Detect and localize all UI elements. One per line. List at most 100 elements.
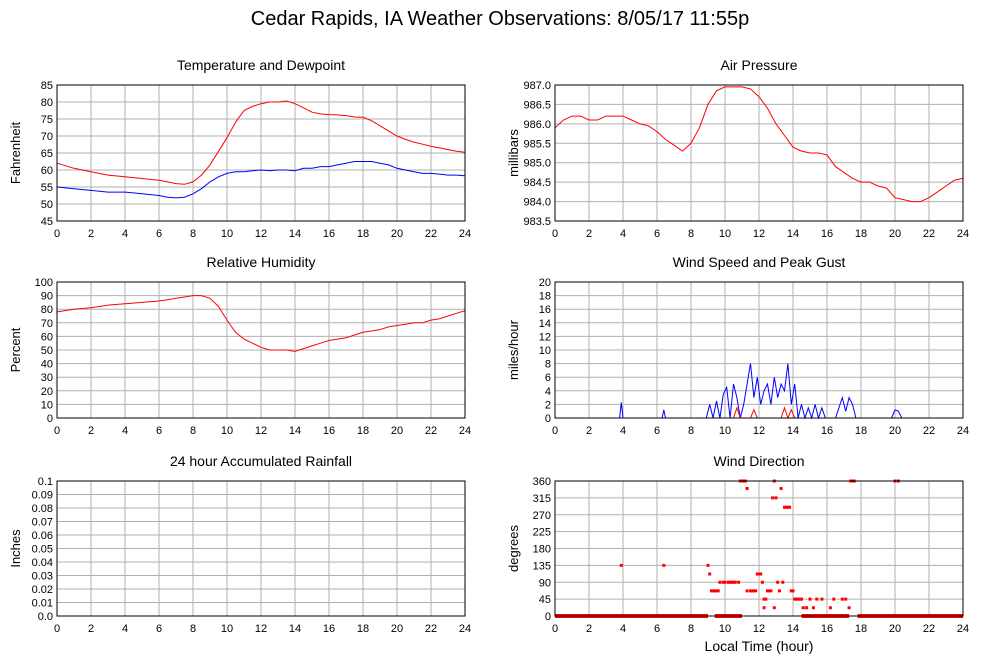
- data-point: [706, 563, 710, 567]
- y-tick-label: 10: [539, 345, 551, 357]
- y-tick-label: 60: [41, 331, 53, 343]
- y-tick-label: 0.0: [38, 611, 53, 623]
- y-tick-label: 65: [41, 148, 53, 160]
- y-tick-label: 985.5: [523, 138, 551, 150]
- x-tick-label: 18: [855, 623, 867, 635]
- x-tick-label: 24: [957, 623, 969, 635]
- plot-frame: [554, 84, 964, 222]
- x-tick-label: 22: [425, 228, 437, 240]
- y-axis-label: Percent: [8, 327, 23, 372]
- data-point: [757, 572, 761, 576]
- data-point: [726, 580, 730, 584]
- data-point: [783, 505, 786, 509]
- y-tick-label: 0.1: [38, 476, 53, 488]
- y-tick-label: 4: [545, 386, 551, 398]
- x-tick-label: 18: [357, 425, 369, 437]
- data-point: [745, 487, 749, 490]
- x-tick-label: 10: [719, 425, 731, 437]
- x-tick-label: 4: [122, 623, 128, 635]
- y-tick-label: 6: [545, 372, 551, 384]
- x-tick-label: 20: [889, 228, 901, 240]
- data-point: [730, 580, 734, 584]
- data-point: [759, 572, 763, 576]
- x-tick-label: 10: [221, 228, 233, 240]
- data-point: [776, 580, 780, 584]
- data-point: [749, 589, 752, 593]
- y-tick-label: 985.0: [523, 158, 551, 170]
- chart-title: Relative Humidity: [207, 254, 316, 270]
- chart-title: Temperature and Dewpoint: [177, 57, 345, 73]
- data-point: [781, 580, 785, 584]
- data-point: [784, 505, 788, 509]
- chart-title: 24 hour Accumulated Rainfall: [170, 453, 352, 469]
- x-tick-label: 12: [753, 228, 765, 240]
- x-tick-label: 12: [255, 228, 267, 240]
- y-tick-label: 70: [41, 131, 53, 143]
- x-tick-label: 16: [821, 228, 833, 240]
- data-point: [828, 606, 832, 610]
- x-tick-label: 0: [54, 623, 60, 635]
- y-tick-label: 0.03: [32, 571, 53, 583]
- x-tick-label: 6: [654, 623, 660, 635]
- y-tick-label: 85: [41, 80, 53, 92]
- x-tick-label: 20: [391, 425, 403, 437]
- y-tick-label: 40: [41, 359, 53, 371]
- y-tick-label: 50: [41, 345, 53, 357]
- y-tick-label: 90: [41, 291, 53, 303]
- y-tick-label: 987.0: [523, 80, 551, 92]
- data-point: [662, 563, 666, 567]
- x-tick-label: 10: [221, 623, 233, 635]
- x-tick-label: 24: [957, 425, 969, 437]
- data-point: [728, 580, 732, 584]
- y-axis-label: Inches: [8, 529, 23, 568]
- y-tick-label: 16: [539, 304, 551, 316]
- x-tick-label: 16: [323, 425, 335, 437]
- chart-title: Wind Speed and Peak Gust: [673, 254, 846, 270]
- x-tick-label: 6: [654, 425, 660, 437]
- y-tick-label: 270: [533, 510, 551, 522]
- y-tick-label: 225: [533, 527, 551, 539]
- y-axis-label: millibars: [506, 129, 521, 177]
- data-point: [796, 597, 800, 601]
- x-tick-label: 24: [459, 623, 471, 635]
- x-tick-label: 16: [821, 623, 833, 635]
- data-point: [820, 597, 824, 601]
- data-point: [715, 589, 718, 593]
- data-point: [777, 589, 781, 593]
- x-tick-label: 4: [620, 623, 626, 635]
- y-tick-label: 70: [41, 318, 53, 330]
- data-point: [755, 572, 759, 576]
- x-tick-label: 2: [88, 425, 94, 437]
- y-axis-label: Fahrenheit: [8, 122, 23, 185]
- data-point: [805, 606, 809, 610]
- x-tick-label: 20: [889, 425, 901, 437]
- data-point: [791, 589, 795, 593]
- data-point: [723, 580, 727, 584]
- y-tick-label: 0.06: [32, 530, 53, 542]
- y-tick-label: 984.5: [523, 177, 551, 189]
- x-tick-label: 20: [391, 623, 403, 635]
- data-point: [732, 580, 735, 584]
- y-tick-label: 0: [545, 611, 551, 623]
- x-tick-label: 14: [289, 623, 301, 635]
- data-point: [754, 589, 758, 593]
- x-tick-label: 16: [821, 425, 833, 437]
- x-tick-label: 0: [54, 228, 60, 240]
- y-tick-label: 12: [539, 331, 551, 343]
- data-point: [733, 580, 737, 584]
- x-tick-label: 2: [586, 425, 592, 437]
- plot-frame: [554, 480, 964, 617]
- x-tick-label: 22: [425, 623, 437, 635]
- plot-frame: [56, 84, 466, 222]
- page-title: Cedar Rapids, IA Weather Observations: 8…: [250, 8, 750, 30]
- x-tick-label: 4: [122, 425, 128, 437]
- y-tick-label: 0: [545, 413, 551, 425]
- y-tick-label: 90: [539, 577, 551, 589]
- data-point: [808, 597, 812, 601]
- y-tick-label: 20: [539, 277, 551, 289]
- y-tick-label: 100: [35, 277, 53, 289]
- data-point: [844, 597, 848, 601]
